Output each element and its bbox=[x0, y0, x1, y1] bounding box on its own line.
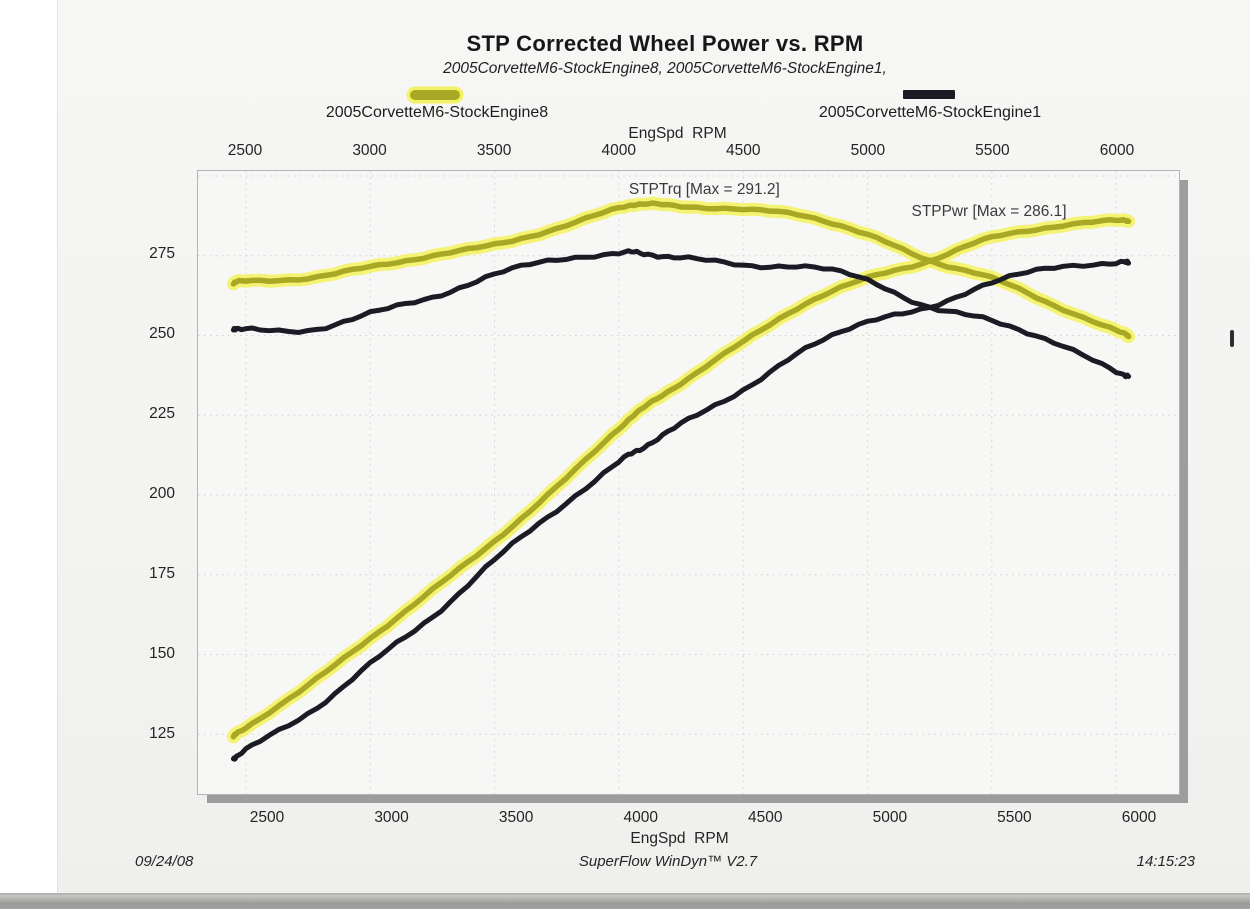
legend-label-engine8: 2005CorvetteM6-StockEngine8 bbox=[325, 104, 549, 121]
x-tick-bottom-3500: 3500 bbox=[498, 809, 534, 826]
y-tick-200: 200 bbox=[149, 485, 175, 502]
report-date: 09/24/08 bbox=[135, 853, 194, 870]
chart-title: STP Corrected Wheel Power vs. RPM bbox=[466, 31, 864, 56]
x-tick-top-4500: 4500 bbox=[726, 142, 761, 159]
chart-subtitle: 2005CorvetteM6-StockEngine8, 2005Corvett… bbox=[443, 60, 887, 77]
x-axis-label-bottom: EngSpd RPM bbox=[630, 830, 729, 847]
x-tick-top-2500: 2500 bbox=[227, 142, 263, 159]
curve-halo-pwr8 bbox=[226, 213, 1136, 744]
x-tick-bottom-3000: 3000 bbox=[374, 809, 409, 826]
x-tick-bottom-4500: 4500 bbox=[748, 809, 783, 826]
plot-area: STPTrq [Max = 291.2] STPPwr [Max = 286.1] bbox=[197, 170, 1180, 795]
curve-pwr1 bbox=[230, 258, 1132, 762]
x-axis-label-top: EngSpd RPM bbox=[628, 125, 727, 142]
curve-halo-trq8 bbox=[226, 196, 1136, 344]
chart-canvas: STPTrq [Max = 291.2] STPPwr [Max = 286.1] bbox=[198, 171, 1179, 794]
annotation-max-0: STPTrq [Max = 291.2] bbox=[629, 181, 780, 198]
scan-bottom-edge bbox=[0, 893, 1250, 909]
curve-trq1 bbox=[230, 248, 1132, 380]
x-tick-top-4000: 4000 bbox=[601, 142, 636, 159]
annotation-max-1: STPPwr [Max = 286.1] bbox=[912, 203, 1067, 220]
curve-pwr8 bbox=[230, 217, 1132, 740]
legend-swatch-engine1 bbox=[903, 90, 955, 99]
report-time: 14:15:23 bbox=[1136, 853, 1195, 870]
x-tick-top-5000: 5000 bbox=[850, 142, 886, 159]
legend-swatch-engine8 bbox=[410, 90, 460, 100]
x-tick-bottom-6000: 6000 bbox=[1121, 809, 1157, 826]
y-tick-250: 250 bbox=[149, 325, 175, 342]
x-tick-bottom-2500: 2500 bbox=[249, 809, 285, 826]
legend-label-engine1: 2005CorvetteM6-StockEngine1 bbox=[818, 104, 1042, 121]
y-tick-125: 125 bbox=[149, 725, 175, 742]
y-tick-225: 225 bbox=[149, 405, 175, 422]
scan-artifact-mark bbox=[1230, 330, 1234, 347]
x-tick-top-5500: 5500 bbox=[975, 142, 1010, 159]
x-tick-bottom-4000: 4000 bbox=[623, 809, 658, 826]
software-version: SuperFlow WinDyn™ V2.7 bbox=[578, 853, 758, 870]
y-tick-275: 275 bbox=[149, 245, 175, 262]
x-tick-top-3500: 3500 bbox=[476, 142, 512, 159]
y-tick-150: 150 bbox=[149, 645, 175, 662]
x-tick-bottom-5500: 5500 bbox=[997, 809, 1032, 826]
x-tick-bottom-5000: 5000 bbox=[872, 809, 908, 826]
y-tick-175: 175 bbox=[149, 565, 175, 582]
x-tick-top-6000: 6000 bbox=[1099, 142, 1135, 159]
x-tick-top-3000: 3000 bbox=[352, 142, 387, 159]
